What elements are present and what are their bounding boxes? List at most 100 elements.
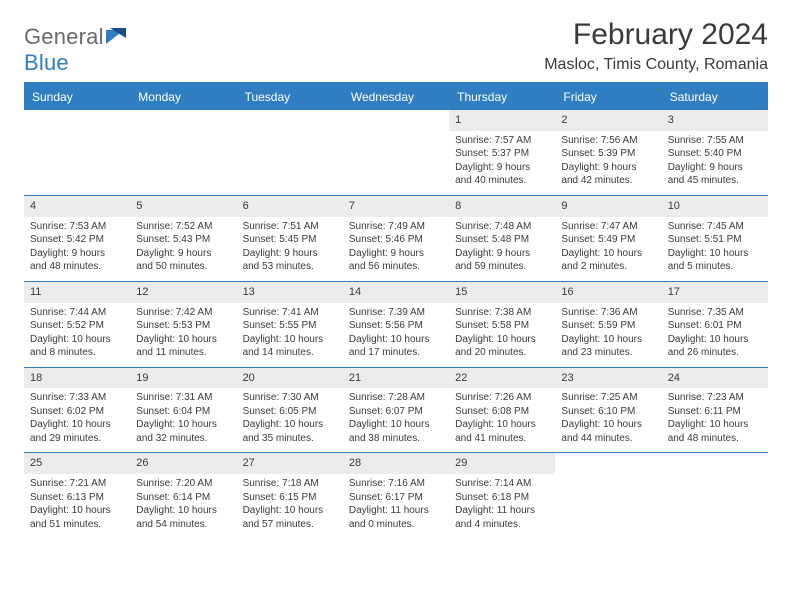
sunrise-text: Sunrise: 7:44 AM [30,306,124,320]
daylight-text: Daylight: 10 hours and 17 minutes. [349,333,443,360]
sunset-text: Sunset: 5:46 PM [349,233,443,247]
day-number: 19 [130,368,236,389]
day-details: Sunrise: 7:38 AMSunset: 5:58 PMDaylight:… [449,303,555,367]
day-details: Sunrise: 7:55 AMSunset: 5:40 PMDaylight:… [662,131,768,195]
day-details: Sunrise: 7:36 AMSunset: 5:59 PMDaylight:… [555,303,661,367]
calendar-cell: 27Sunrise: 7:18 AMSunset: 6:15 PMDayligh… [237,453,343,538]
weekday-header: Wednesday [343,83,449,110]
calendar-cell [24,110,130,195]
calendar-row: 4Sunrise: 7:53 AMSunset: 5:42 PMDaylight… [24,195,768,281]
calendar-cell: 4Sunrise: 7:53 AMSunset: 5:42 PMDaylight… [24,195,130,281]
day-number: 24 [662,368,768,389]
day-number: 15 [449,282,555,303]
weekday-header: Thursday [449,83,555,110]
day-number: 5 [130,196,236,217]
sunset-text: Sunset: 5:52 PM [30,319,124,333]
calendar-cell [343,110,449,195]
day-details: Sunrise: 7:48 AMSunset: 5:48 PMDaylight:… [449,217,555,281]
logo-flag-icon [106,28,128,44]
daylight-text: Daylight: 9 hours and 56 minutes. [349,247,443,274]
day-details: Sunrise: 7:49 AMSunset: 5:46 PMDaylight:… [343,217,449,281]
day-details: Sunrise: 7:35 AMSunset: 6:01 PMDaylight:… [662,303,768,367]
sunset-text: Sunset: 6:08 PM [455,405,549,419]
day-number: 28 [343,453,449,474]
sunset-text: Sunset: 6:11 PM [668,405,762,419]
sunset-text: Sunset: 5:39 PM [561,147,655,161]
daylight-text: Daylight: 9 hours and 45 minutes. [668,161,762,188]
calendar-body: 1Sunrise: 7:57 AMSunset: 5:37 PMDaylight… [24,110,768,538]
sunrise-text: Sunrise: 7:16 AM [349,477,443,491]
weekday-header: Friday [555,83,661,110]
day-details: Sunrise: 7:57 AMSunset: 5:37 PMDaylight:… [449,131,555,195]
day-number [237,110,343,128]
sunrise-text: Sunrise: 7:30 AM [243,391,337,405]
logo: GeneralBlue [24,18,129,76]
calendar-row: 1Sunrise: 7:57 AMSunset: 5:37 PMDaylight… [24,110,768,195]
month-title: February 2024 [544,18,768,52]
calendar-cell: 22Sunrise: 7:26 AMSunset: 6:08 PMDayligh… [449,367,555,453]
day-number: 1 [449,110,555,131]
calendar-page: GeneralBlue February 2024 Masloc, Timis … [0,0,792,538]
daylight-text: Daylight: 9 hours and 53 minutes. [243,247,337,274]
day-number: 21 [343,368,449,389]
calendar-cell [662,453,768,538]
logo-text-general: General [24,24,104,49]
sunrise-text: Sunrise: 7:31 AM [136,391,230,405]
sunrise-text: Sunrise: 7:52 AM [136,220,230,234]
day-details: Sunrise: 7:33 AMSunset: 6:02 PMDaylight:… [24,388,130,452]
calendar-cell: 3Sunrise: 7:55 AMSunset: 5:40 PMDaylight… [662,110,768,195]
sunset-text: Sunset: 6:14 PM [136,491,230,505]
calendar-cell: 5Sunrise: 7:52 AMSunset: 5:43 PMDaylight… [130,195,236,281]
calendar-cell: 6Sunrise: 7:51 AMSunset: 5:45 PMDaylight… [237,195,343,281]
title-block: February 2024 Masloc, Timis County, Roma… [544,18,768,74]
day-details: Sunrise: 7:39 AMSunset: 5:56 PMDaylight:… [343,303,449,367]
sunset-text: Sunset: 6:02 PM [30,405,124,419]
day-details: Sunrise: 7:18 AMSunset: 6:15 PMDaylight:… [237,474,343,538]
day-number: 14 [343,282,449,303]
sunset-text: Sunset: 5:49 PM [561,233,655,247]
day-details [130,128,236,138]
day-number: 26 [130,453,236,474]
day-number: 10 [662,196,768,217]
day-details: Sunrise: 7:52 AMSunset: 5:43 PMDaylight:… [130,217,236,281]
sunrise-text: Sunrise: 7:49 AM [349,220,443,234]
sunset-text: Sunset: 6:04 PM [136,405,230,419]
calendar-cell: 23Sunrise: 7:25 AMSunset: 6:10 PMDayligh… [555,367,661,453]
calendar-cell: 26Sunrise: 7:20 AMSunset: 6:14 PMDayligh… [130,453,236,538]
daylight-text: Daylight: 10 hours and 35 minutes. [243,418,337,445]
daylight-text: Daylight: 10 hours and 20 minutes. [455,333,549,360]
sunrise-text: Sunrise: 7:57 AM [455,134,549,148]
day-details [237,128,343,138]
header: GeneralBlue February 2024 Masloc, Timis … [24,18,768,76]
calendar-cell: 15Sunrise: 7:38 AMSunset: 5:58 PMDayligh… [449,281,555,367]
day-number: 27 [237,453,343,474]
location-text: Masloc, Timis County, Romania [544,56,768,74]
sunset-text: Sunset: 5:53 PM [136,319,230,333]
day-number: 23 [555,368,661,389]
calendar-cell: 16Sunrise: 7:36 AMSunset: 5:59 PMDayligh… [555,281,661,367]
day-number [555,453,661,471]
sunrise-text: Sunrise: 7:39 AM [349,306,443,320]
day-number: 7 [343,196,449,217]
sunrise-text: Sunrise: 7:21 AM [30,477,124,491]
calendar-row: 25Sunrise: 7:21 AMSunset: 6:13 PMDayligh… [24,453,768,538]
sunrise-text: Sunrise: 7:18 AM [243,477,337,491]
daylight-text: Daylight: 11 hours and 4 minutes. [455,504,549,531]
day-details: Sunrise: 7:30 AMSunset: 6:05 PMDaylight:… [237,388,343,452]
sunrise-text: Sunrise: 7:41 AM [243,306,337,320]
daylight-text: Daylight: 10 hours and 8 minutes. [30,333,124,360]
calendar-cell [555,453,661,538]
sunset-text: Sunset: 5:40 PM [668,147,762,161]
sunset-text: Sunset: 5:55 PM [243,319,337,333]
calendar-cell: 10Sunrise: 7:45 AMSunset: 5:51 PMDayligh… [662,195,768,281]
daylight-text: Daylight: 10 hours and 14 minutes. [243,333,337,360]
daylight-text: Daylight: 10 hours and 44 minutes. [561,418,655,445]
calendar-cell: 18Sunrise: 7:33 AMSunset: 6:02 PMDayligh… [24,367,130,453]
day-number: 25 [24,453,130,474]
daylight-text: Daylight: 10 hours and 11 minutes. [136,333,230,360]
daylight-text: Daylight: 9 hours and 59 minutes. [455,247,549,274]
day-details: Sunrise: 7:41 AMSunset: 5:55 PMDaylight:… [237,303,343,367]
daylight-text: Daylight: 9 hours and 40 minutes. [455,161,549,188]
day-details [24,128,130,138]
calendar-cell: 29Sunrise: 7:14 AMSunset: 6:18 PMDayligh… [449,453,555,538]
